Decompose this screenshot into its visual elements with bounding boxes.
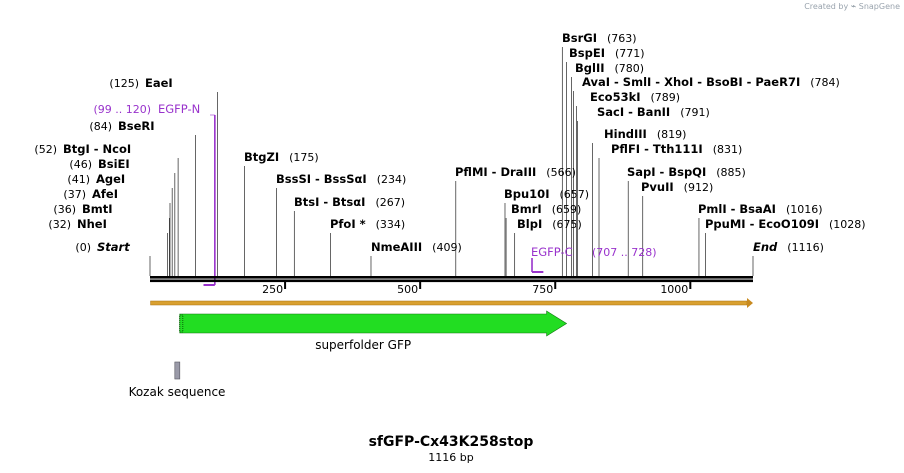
site-name-eaei: EaeI	[145, 76, 173, 90]
primer-egfp-n-range: (99 .. 120)	[93, 103, 151, 116]
site-name-bsrgi: BsrGI	[562, 31, 597, 45]
site-name-bsssi-bsss-i: BssSI - BssSαI	[276, 172, 367, 186]
site-pos-pvuii: (912)	[684, 181, 714, 194]
site-name-hindiii: HindIII	[604, 127, 647, 141]
site-name-blpi: BlpI	[517, 217, 542, 231]
site-name-afei: AfeI	[92, 187, 118, 201]
backbone-top-strand	[150, 276, 753, 279]
site-name-btsi-bts-i: BtsI - BtsαI	[294, 195, 365, 209]
site-name-bseri: BseRI	[118, 119, 155, 133]
kozak-box	[174, 361, 181, 380]
primer-egfp-n-name: EGFP-N	[158, 102, 200, 116]
orf-track	[150, 298, 753, 308]
site-name-pflfi-tth111i: PflFI - Tth111I	[611, 142, 703, 156]
backbone	[150, 276, 753, 283]
site-name-bpu10i: Bpu10I	[504, 187, 549, 201]
snapgene-logo-icon: ⌁	[850, 2, 857, 12]
site-pos-saci-banii: (791)	[680, 106, 710, 119]
site-name-end: End	[753, 240, 778, 254]
kozak-label: Kozak sequence	[129, 385, 226, 399]
site-name-bspei: BspEI	[569, 46, 605, 60]
feature-kozak: Kozak sequence	[129, 361, 226, 399]
site-pos-eaei: (125)	[109, 77, 139, 90]
feature-superfolder-gfp: superfolder GFP	[179, 310, 568, 352]
primer-egfp-c-name: EGFP-C	[531, 245, 573, 259]
site-name-ppumi-ecoo109i: PpuMI - EcoO109I	[705, 217, 819, 231]
site-name-eco53ki: Eco53kI	[590, 90, 641, 104]
site-pos-pmli-bsaai: (1016)	[786, 203, 823, 216]
site-pos-sapi-bspqi: (885)	[716, 166, 746, 179]
ruler-tick-label: 750	[532, 283, 553, 296]
site-pos-ppumi-ecoo109i: (1028)	[829, 218, 866, 231]
plasmid-title: sfGFP-Cx43K258stop	[369, 434, 534, 450]
backbone-bottom-strand	[150, 279, 753, 283]
site-name-pfoi: PfoI *	[330, 217, 366, 231]
site-pos-nmeaiii: (409)	[432, 241, 462, 254]
site-pos-bpu10i: (657)	[559, 188, 589, 201]
site-pos-btsi-bts-i: (267)	[375, 196, 405, 209]
site-name-sapi-bspqi: SapI - BspQI	[627, 165, 706, 179]
primer-egfp-c-range: (707 .. 728)	[592, 246, 657, 259]
site-name-saci-banii: SacI - BanII	[597, 105, 670, 119]
site-name-nmeaiii: NmeAIII	[371, 240, 422, 254]
site-pos-blpi: (675)	[552, 218, 582, 231]
site-name-avai-smli-xhoi-bsobi-paer7i: AvaI - SmlI - XhoI - BsoBI - PaeR7I	[582, 75, 800, 89]
site-pos-bseri: (84)	[89, 120, 112, 133]
site-name-bglii: BglII	[575, 61, 605, 75]
orf-bar	[150, 300, 748, 306]
site-cut-lines	[149, 47, 754, 276]
site-pos-eco53ki: (789)	[651, 91, 681, 104]
snapgene-credit: Created by ⌁ SnapGene	[804, 2, 900, 12]
ruler: 250 500 750 1000	[262, 282, 692, 296]
site-pos-bsssi-bsss-i: (234)	[377, 173, 407, 186]
site-pos-end: (1116)	[787, 241, 824, 254]
site-pos-bmri: (659)	[552, 203, 582, 216]
site-pos-hindiii: (819)	[657, 128, 687, 141]
site-name-pflmi-draiii: PflMI - DraIII	[455, 165, 536, 179]
site-name-bmri: BmrI	[511, 202, 542, 216]
site-labels: Start (0) NheI (32) BmtI (36) AfeI (37) AgeI (41)…	[34, 31, 865, 254]
site-pos-bsiei: (46)	[69, 158, 92, 171]
ruler-tick-label: 1000	[660, 283, 688, 296]
site-pos-afei: (37)	[63, 188, 86, 201]
gfp-label: superfolder GFP	[315, 338, 411, 352]
site-pos-start: (0)	[75, 241, 91, 254]
site-pos-bspei: (771)	[615, 47, 645, 60]
orf-arrowhead	[747, 298, 753, 308]
site-name-btgi-ncoi: BtgI - NcoI	[63, 142, 131, 156]
site-name-bsiei: BsiEI	[98, 157, 130, 171]
site-pos-nhei: (32)	[48, 218, 71, 231]
ruler-tick-label: 250	[262, 283, 283, 296]
site-name-nhei: NheI	[77, 217, 107, 231]
gfp-arrow	[179, 310, 568, 337]
site-pos-bglii: (780)	[615, 62, 645, 75]
site-name-pvuii: PvuII	[641, 180, 674, 194]
site-pos-agei: (41)	[67, 173, 90, 186]
credit-prefix: Created by	[804, 2, 849, 11]
site-pos-pflmi-draiii: (566)	[546, 166, 576, 179]
plasmid-length: 1116 bp	[428, 451, 473, 464]
credit-brand: SnapGene	[858, 2, 900, 11]
site-name-agei: AgeI	[96, 172, 125, 186]
site-pos-pfoi: (334)	[376, 218, 406, 231]
site-name-pmli-bsaai: PmlI - BsaAI	[698, 202, 776, 216]
site-name-start: Start	[97, 240, 130, 254]
site-name-btgzi: BtgZI	[244, 150, 279, 164]
site-pos-pflfi-tth111i: (831)	[713, 143, 743, 156]
primer-annotations: EGFP-N (99 .. 120) EGFP-C (707 .. 728)	[93, 102, 657, 286]
site-pos-avai-smli-xhoi-bsobi-paer7i: (784)	[810, 76, 840, 89]
site-name-bmti: BmtI	[82, 202, 113, 216]
site-pos-bsrgi: (763)	[607, 32, 637, 45]
site-pos-btgi-ncoi: (52)	[34, 143, 57, 156]
site-pos-bmti: (36)	[53, 203, 76, 216]
ruler-tick-label: 500	[397, 283, 418, 296]
site-pos-btgzi: (175)	[289, 151, 319, 164]
